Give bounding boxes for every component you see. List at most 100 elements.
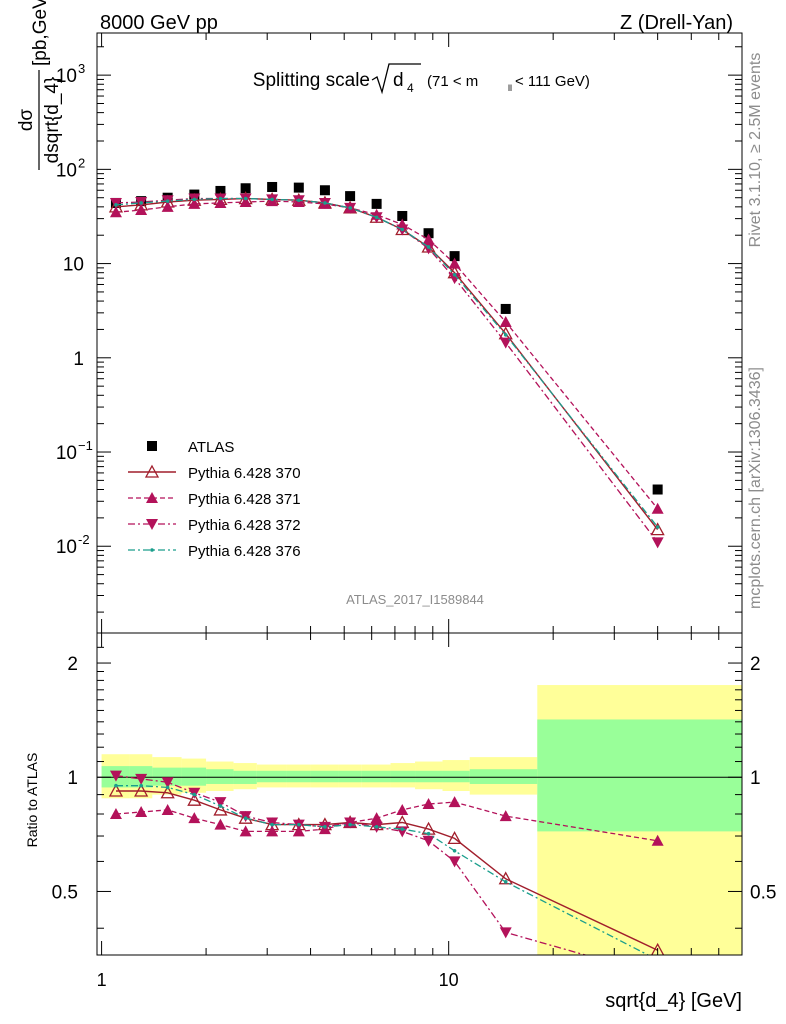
legend-label-atlas: ATLAS (188, 439, 234, 456)
ratio-point-pythia-6-428-371-1 (135, 805, 148, 817)
ylabel-denominator: dsqrt{d_4} (42, 77, 63, 164)
ratio-point-pythia-6-428-376-4 (218, 804, 223, 808)
ratio-curves (108, 770, 665, 955)
point-pythia-6-428-376-13 (452, 273, 457, 277)
y-ratio-tick-label-left-1: 1 (67, 768, 78, 789)
point-pythia-6-428-370-15 (650, 522, 665, 536)
legend-marker-371 (146, 492, 158, 503)
ratio-point-pythia-6-428-372-2 (161, 777, 174, 789)
y-main-tick-exp-1: −1 (78, 438, 93, 453)
band-inner-bin-9 (338, 770, 362, 783)
atlas-point-9 (345, 191, 356, 202)
point-pythia-6-428-376-7 (297, 198, 301, 203)
plot-title-variable: d (393, 70, 404, 91)
ratio-point-pythia-6-428-370-5 (238, 810, 253, 824)
ratio-point-pythia-6-428-376-14 (503, 880, 508, 884)
y-main-tick-label-2: 1 (73, 349, 84, 370)
ratio-line-pythia-6-428-371 (115, 801, 658, 842)
plot-title-main: Splitting scale (253, 70, 370, 91)
point-pythia-6-428-376-14 (503, 333, 508, 337)
legend-marker-370 (144, 464, 160, 478)
ratio-point-pythia-6-428-371-14 (499, 810, 512, 822)
point-pythia-6-428-376-5 (243, 196, 248, 201)
legend-marker-372 (146, 519, 158, 530)
ylabel-unit: [pb,GeV (30, 0, 51, 66)
main-curves (108, 181, 665, 549)
header-right: Z (Drell-Yan) (620, 12, 733, 34)
y-ratio-tick-label-right-0: 0.5 (750, 882, 776, 903)
legend-label-376: Pythia 6.428 376 (188, 543, 301, 560)
ratio-point-pythia-6-428-371-4 (214, 818, 227, 830)
ratio-point-pythia-6-428-372-12 (422, 835, 435, 847)
plot-title-variable-index: 4 (407, 81, 414, 95)
y-ratio-tick-label-left-0: 0.5 (52, 882, 78, 903)
ratio-line-pythia-6-428-376 (116, 785, 650, 955)
y-main-tick-label-4: 10 (56, 160, 77, 181)
atlas-point-6 (267, 181, 278, 192)
point-pythia-6-428-371-14 (499, 315, 512, 327)
legend-marker-376 (150, 548, 154, 552)
point-pythia-6-428-376-9 (348, 206, 352, 210)
ratio-point-pythia-6-428-372-13 (448, 856, 461, 868)
atlas-point-5 (240, 183, 251, 194)
ratio-series-pythia-6-428-371 (109, 796, 664, 846)
ratio-point-pythia-6-428-372-0 (109, 770, 122, 782)
ratio-point-pythia-6-428-376-1 (139, 783, 143, 788)
plot-title: Splitting scale d 4 (71 < m ll < 111 GeV… (253, 63, 590, 95)
ratio-point-pythia-6-428-371-15 (651, 834, 664, 846)
legend-entry-376: Pythia 6.428 376 (128, 543, 301, 560)
point-pythia-6-428-376-11 (400, 227, 405, 232)
band-inner-bin-12 (415, 770, 443, 783)
atlas-point-11 (397, 210, 408, 221)
atlas-point-14 (500, 303, 511, 314)
point-pythia-6-428-376-8 (323, 201, 327, 205)
legend-entry-371: Pythia 6.428 371 (128, 491, 301, 508)
band-inner-bin-10 (361, 770, 391, 783)
ratio-point-pythia-6-428-370-14 (498, 871, 513, 885)
ratio-point-pythia-6-428-370-2 (160, 785, 175, 799)
atlas-point-8 (319, 185, 330, 196)
point-pythia-6-428-376-12 (426, 245, 431, 249)
point-pythia-6-428-376-4 (218, 196, 223, 201)
point-pythia-6-428-376-2 (165, 199, 170, 203)
ratio-point-pythia-6-428-376-10 (374, 825, 379, 829)
point-pythia-6-428-372-12 (422, 243, 435, 255)
y-main-tick-exp-5: 3 (78, 61, 85, 76)
line-pythia-6-428-376 (115, 197, 659, 528)
ratio-point-pythia-6-428-376-7 (297, 822, 301, 827)
legend-entry-372: Pythia 6.428 372 (128, 517, 301, 534)
band-inner-bin-2 (152, 767, 182, 786)
mcplots-label: mcplots.cern.ch [arXiv:1306.3436] (747, 367, 764, 609)
sqrt-symbol (371, 63, 421, 95)
ratio-point-pythia-6-428-371-5 (239, 825, 252, 837)
main-y-axis-label: dσ dsqrt{d_4} [pb,GeV -1 ] (16, 0, 63, 170)
ratio-point-pythia-6-428-370-0 (108, 783, 124, 797)
ratio-point-pythia-6-428-376-3 (192, 792, 197, 797)
ratio-line-pythia-6-428-372 (115, 774, 588, 955)
ratio-point-pythia-6-428-376-0 (114, 783, 118, 788)
ratio-point-pythia-6-428-376-6 (270, 822, 274, 827)
ratio-point-pythia-6-428-376-13 (452, 848, 457, 853)
x-tick-label-0: 1 (97, 970, 107, 990)
point-pythia-6-428-372-13 (448, 273, 461, 285)
ratio-point-pythia-6-428-371-12 (422, 798, 435, 810)
point-pythia-6-428-376-10 (374, 215, 379, 220)
point-pythia-6-428-376-1 (139, 201, 143, 205)
point-pythia-6-428-376-6 (270, 197, 274, 202)
ratio-point-pythia-6-428-370-4 (213, 802, 228, 816)
ratio-line-pythia-6-428-370 (116, 790, 658, 951)
analysis-watermark: ATLAS_2017_I1589844 (346, 592, 484, 607)
ratio-point-pythia-6-428-371-10 (370, 812, 383, 824)
ratio-plot-frame (96, 632, 743, 956)
point-pythia-6-428-371-2 (161, 200, 174, 212)
point-pythia-6-428-372-15 (651, 537, 664, 549)
ratio-point-pythia-6-428-371-2 (161, 803, 174, 815)
y-ratio-tick-label-left-2: 2 (67, 654, 78, 675)
atlas-point-12 (423, 228, 434, 239)
header-left: 8000 GeV pp (100, 12, 218, 34)
ratio-point-pythia-6-428-376-5 (243, 816, 248, 820)
ratio-point-pythia-6-428-372-1 (135, 773, 148, 785)
ratio-y-axis-label: Ratio to ATLAS (24, 753, 40, 848)
